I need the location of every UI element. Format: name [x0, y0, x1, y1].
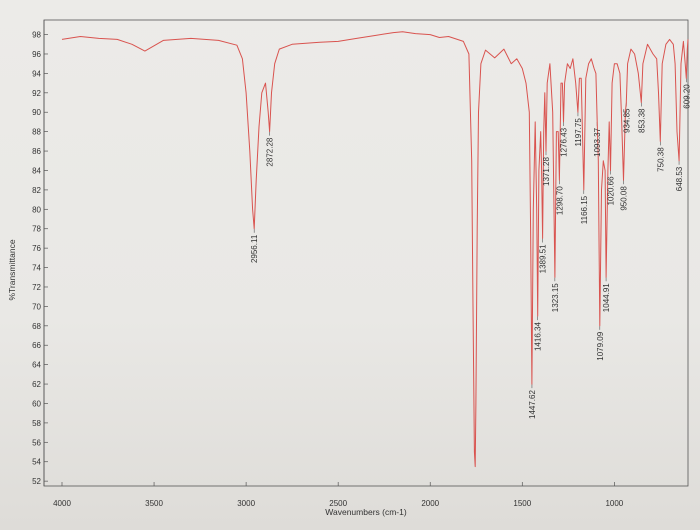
peak-label: 1323.15 — [551, 283, 560, 312]
peak-label: 1389.51 — [539, 244, 548, 273]
y-tick-label: 70 — [32, 302, 41, 311]
y-tick-label: 68 — [32, 322, 41, 331]
spectrum-line — [61, 31, 689, 468]
peak-labels: 2956.11 2872.28 1447.62 1416.34 1389.51 1371.… — [250, 84, 691, 419]
peak-label: 1079.09 — [596, 331, 605, 360]
y-tick-label: 60 — [32, 399, 41, 408]
peak-label: 1166.15 — [580, 195, 589, 224]
x-tick-label: 3500 — [145, 499, 163, 508]
y-tick-label: 84 — [32, 166, 41, 175]
x-tick-label: 4000 — [53, 499, 71, 508]
y-tick-label: 96 — [32, 50, 41, 59]
x-tick-label: 2000 — [421, 499, 439, 508]
peak-label: 934.85 — [622, 108, 631, 133]
y-tick-label: 88 — [32, 128, 41, 137]
peak-label: 1020.66 — [607, 176, 616, 205]
peak-label: 1197.75 — [574, 118, 583, 147]
y-axis-title: %Transmittance — [7, 239, 17, 300]
y-tick-label: 86 — [32, 147, 41, 156]
peak-label: 1371.28 — [542, 157, 551, 186]
x-tick-label: 1000 — [605, 499, 623, 508]
y-axis: 52 54 56 58 60 62 64 66 68 70 72 74 76 78 80 82 84 86 88 90… — [32, 20, 48, 486]
peak-label: 1276.43 — [559, 127, 568, 156]
y-tick-label: 56 — [32, 438, 41, 447]
y-tick-label: 66 — [32, 341, 41, 350]
y-tick-label: 82 — [32, 186, 41, 195]
y-tick-label: 94 — [32, 69, 41, 78]
x-tick-label: 2500 — [329, 499, 347, 508]
y-tick-label: 76 — [32, 244, 41, 253]
y-tick-label: 90 — [32, 108, 41, 117]
x-axis-title: Wavenumbers (cm-1) — [325, 507, 407, 517]
y-tick-label: 98 — [32, 31, 41, 40]
peak-label: 1416.34 — [534, 322, 543, 351]
plot-frame — [43, 19, 689, 487]
peak-label: 609.20 — [682, 84, 691, 109]
peak-label: 2872.28 — [266, 137, 275, 166]
y-tick-label: 64 — [32, 361, 41, 370]
y-tick-label: 52 — [32, 477, 41, 486]
peak-label: 853.38 — [637, 108, 646, 133]
peak-label: 1298.70 — [555, 186, 564, 215]
x-tick-label: 3000 — [237, 499, 255, 508]
peak-label: 950.08 — [620, 186, 629, 211]
y-tick-label: 74 — [32, 264, 41, 273]
series-group — [61, 31, 689, 468]
y-tick-label: 92 — [32, 89, 41, 98]
x-tick-label: 1500 — [513, 499, 531, 508]
y-tick-label: 58 — [32, 419, 41, 428]
peak-label: 1044.91 — [602, 283, 611, 312]
peak-label: 648.53 — [675, 166, 684, 191]
y-tick-label: 78 — [32, 225, 41, 234]
peak-label: 750.38 — [656, 147, 665, 172]
peak-label: 2956.11 — [250, 234, 259, 263]
y-tick-label: 62 — [32, 380, 41, 389]
peak-label: 1447.62 — [528, 390, 537, 419]
y-tick-label: 80 — [32, 205, 41, 214]
peak-label: 1093.37 — [593, 127, 602, 156]
x-axis: 4000 3500 3000 2500 2000 1500 1000 — [53, 482, 624, 508]
y-tick-label: 72 — [32, 283, 41, 292]
y-tick-label: 54 — [32, 458, 41, 467]
